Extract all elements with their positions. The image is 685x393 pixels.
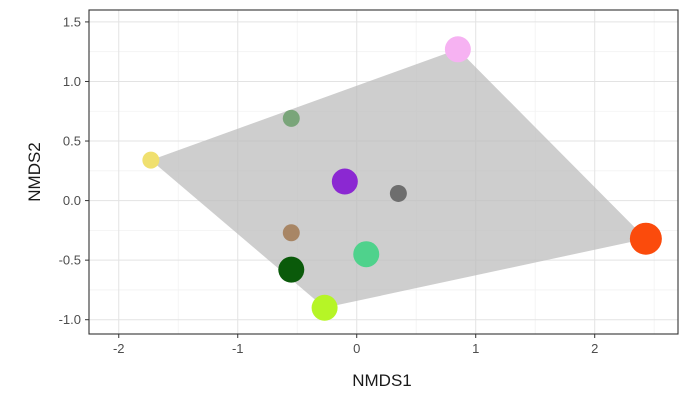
data-points bbox=[142, 36, 662, 321]
y-tick-label: 0.5 bbox=[63, 134, 81, 149]
data-point bbox=[278, 256, 305, 283]
x-tick-label: 2 bbox=[591, 341, 598, 356]
data-point bbox=[282, 109, 300, 127]
x-tick-label: 0 bbox=[353, 341, 360, 356]
x-axis-title: NMDS1 bbox=[352, 371, 412, 390]
y-axis-title: NMDS2 bbox=[25, 142, 44, 202]
data-point bbox=[331, 168, 358, 195]
x-axis-ticks: -2 -1 0 1 2 bbox=[113, 334, 598, 356]
convex-hull bbox=[150, 49, 646, 308]
data-point bbox=[629, 222, 662, 255]
data-point bbox=[389, 184, 407, 202]
y-tick-label: -1.0 bbox=[59, 312, 81, 327]
data-point bbox=[311, 294, 338, 321]
y-axis-ticks: -1.0 -0.5 0.0 0.5 1.0 1.5 bbox=[59, 14, 89, 327]
y-tick-label: 1.5 bbox=[63, 14, 81, 29]
y-tick-label: 1.0 bbox=[63, 74, 81, 89]
x-tick-label: -1 bbox=[232, 341, 244, 356]
data-point bbox=[142, 151, 160, 169]
data-point bbox=[444, 36, 471, 63]
y-tick-label: 0.0 bbox=[63, 193, 81, 208]
y-tick-label: -0.5 bbox=[59, 253, 81, 268]
x-tick-label: -2 bbox=[113, 341, 125, 356]
data-point bbox=[282, 224, 300, 242]
x-tick-label: 1 bbox=[472, 341, 479, 356]
plot-border bbox=[88, 9, 679, 335]
data-point bbox=[353, 241, 380, 268]
